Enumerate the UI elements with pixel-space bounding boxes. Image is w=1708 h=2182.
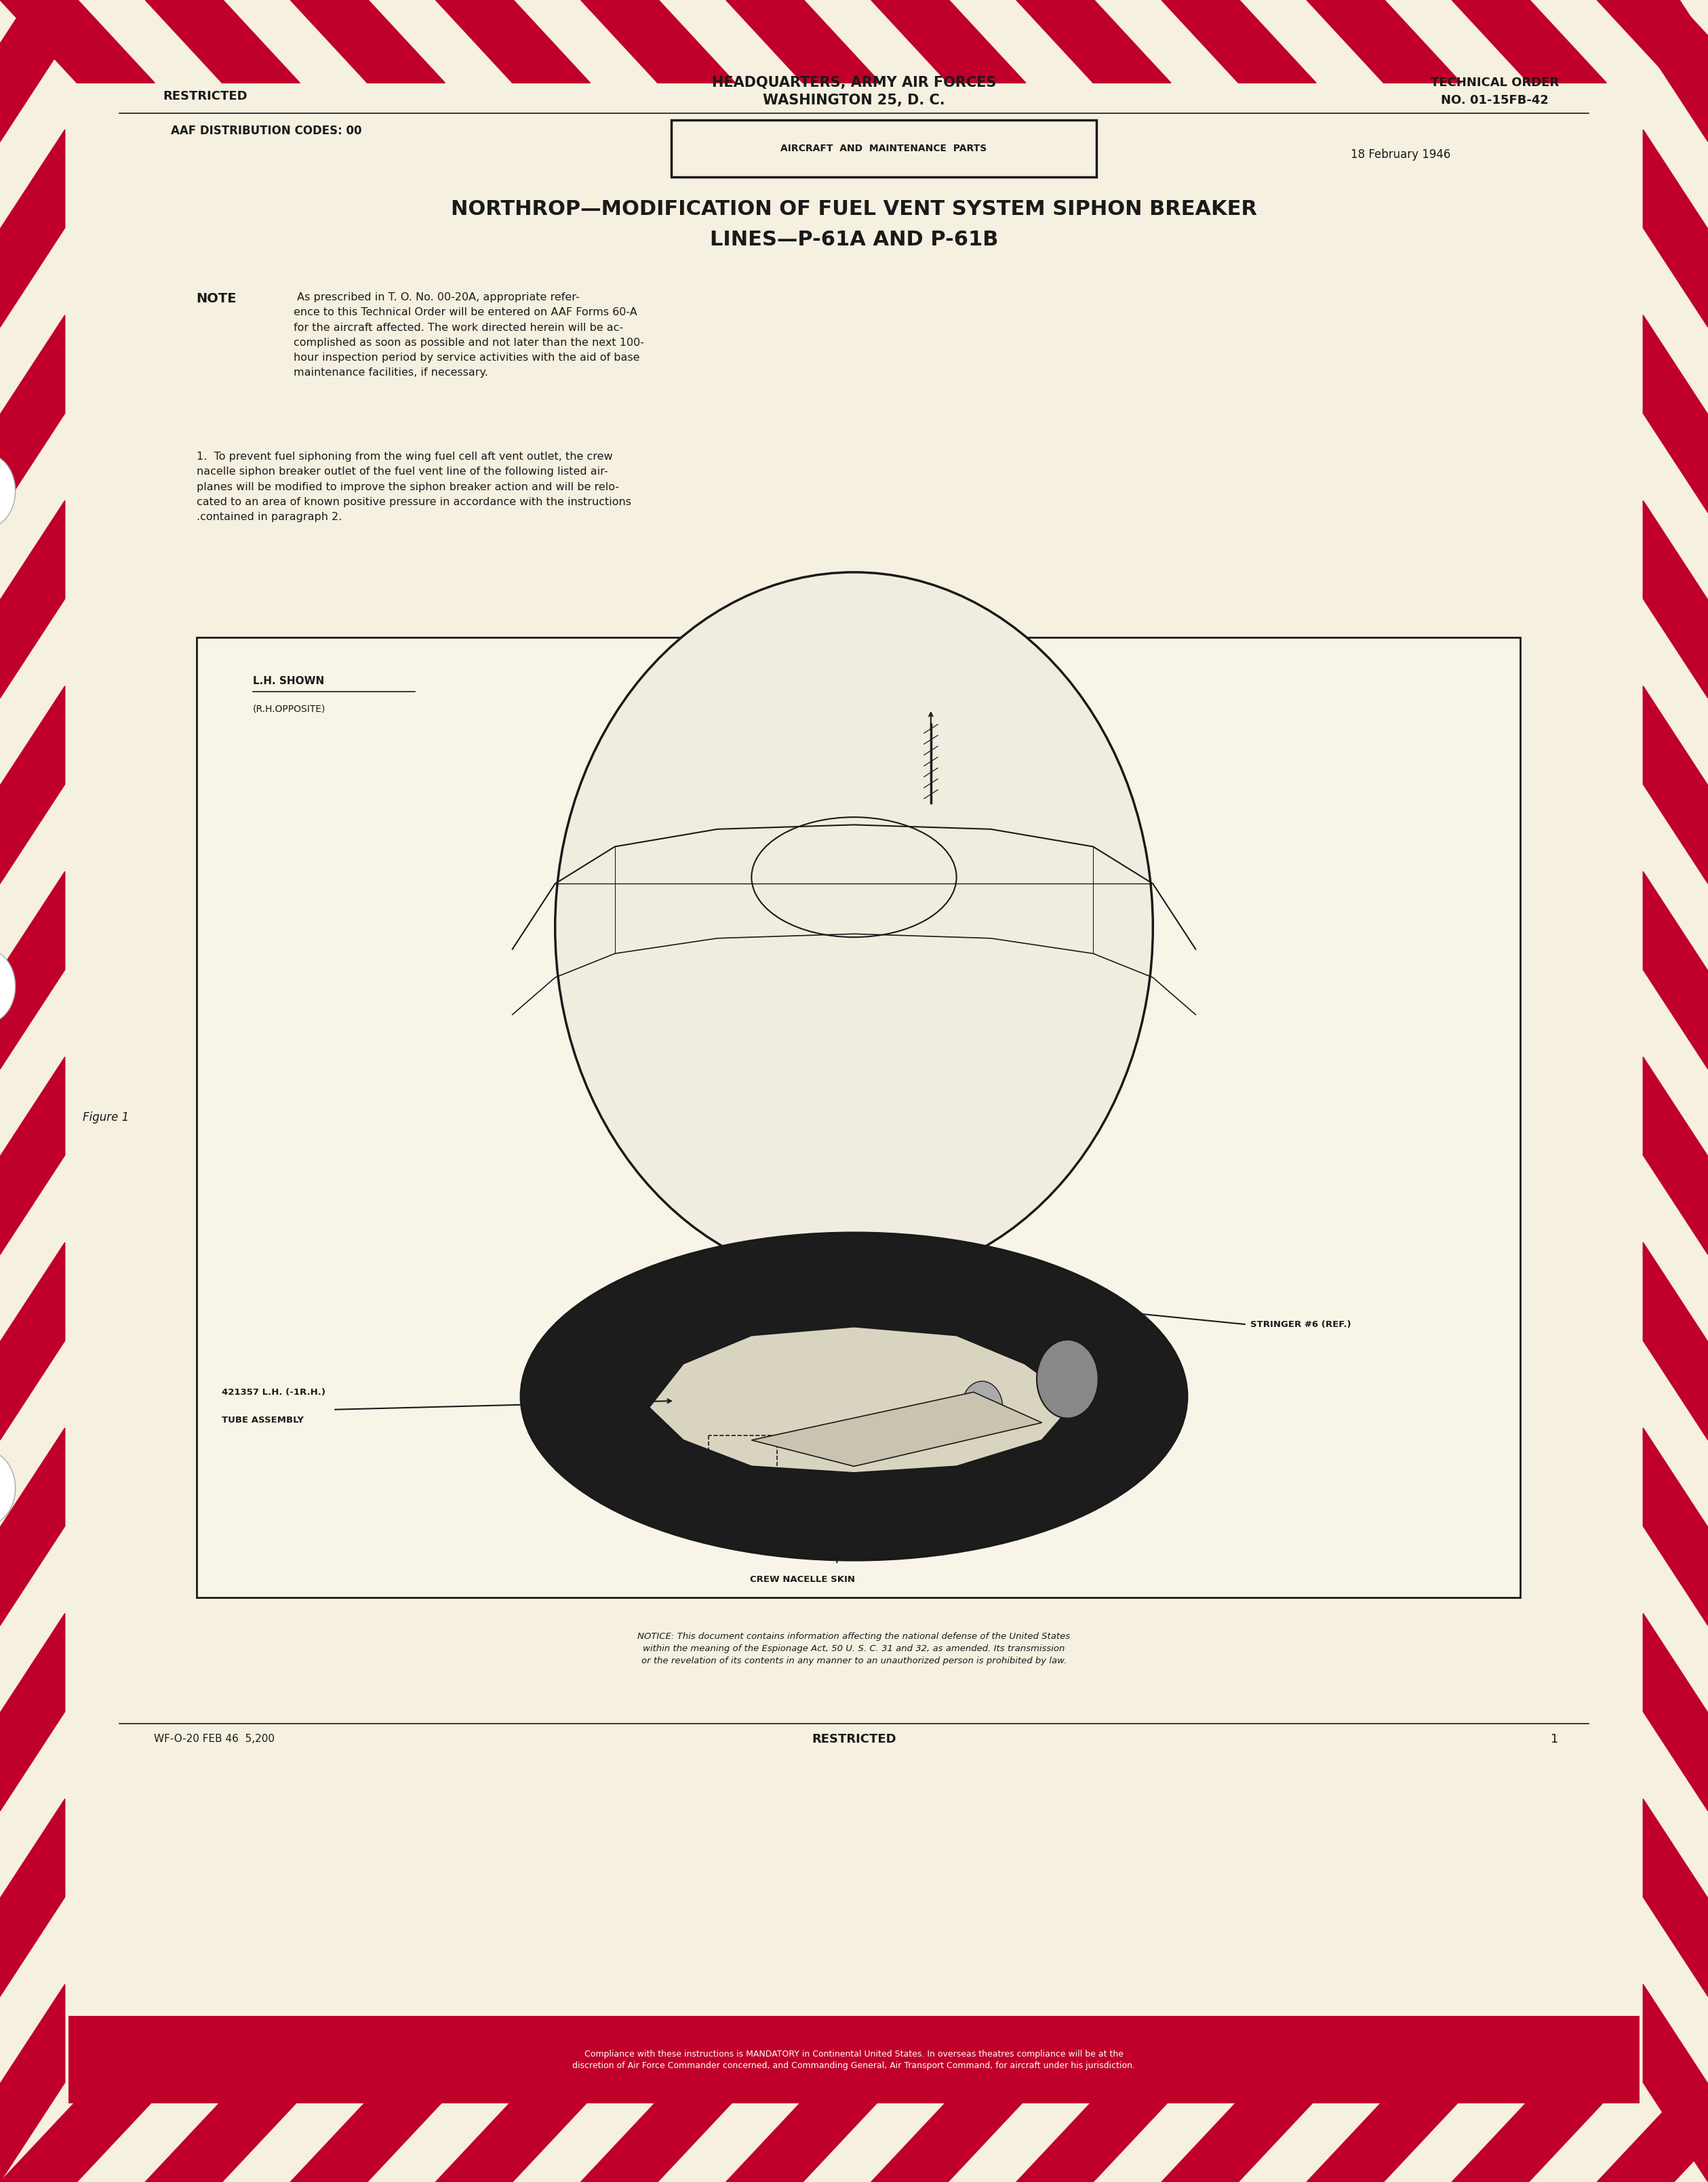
Polygon shape: [1643, 685, 1708, 884]
Text: As prescribed in T. O. No. 00-20A, appropriate refer-
ence to this Technical Ord: As prescribed in T. O. No. 00-20A, appro…: [294, 292, 644, 377]
Polygon shape: [1016, 2099, 1172, 2182]
Polygon shape: [0, 1242, 65, 1440]
Text: RESTRICTED: RESTRICTED: [162, 89, 248, 103]
Polygon shape: [1643, 1427, 1708, 1626]
Polygon shape: [0, 2099, 10, 2182]
Circle shape: [0, 454, 15, 528]
Polygon shape: [1643, 1242, 1708, 1440]
Polygon shape: [0, 500, 65, 698]
Polygon shape: [436, 0, 591, 83]
Circle shape: [1037, 1340, 1098, 1418]
Polygon shape: [145, 2099, 301, 2182]
FancyBboxPatch shape: [671, 120, 1097, 177]
Polygon shape: [1643, 871, 1708, 1069]
Polygon shape: [0, 0, 10, 83]
Polygon shape: [581, 2099, 736, 2182]
Polygon shape: [0, 1056, 65, 1255]
Text: 421357 L.H. (-1R.H.): 421357 L.H. (-1R.H.): [222, 1388, 326, 1396]
Polygon shape: [290, 0, 446, 83]
Text: HEADQUARTERS, ARMY AIR FORCES: HEADQUARTERS, ARMY AIR FORCES: [712, 76, 996, 89]
Polygon shape: [1643, 314, 1708, 513]
Polygon shape: [1597, 2099, 1708, 2182]
Polygon shape: [1643, 0, 1708, 142]
Polygon shape: [726, 0, 881, 83]
Text: 1: 1: [1551, 1733, 1558, 1746]
Polygon shape: [0, 129, 65, 327]
Text: RESTRICTED: RESTRICTED: [811, 1733, 897, 1746]
Polygon shape: [1643, 129, 1708, 327]
Polygon shape: [752, 1392, 1042, 1466]
Text: 1.  To prevent fuel siphoning from the wing fuel cell aft vent outlet, the crew
: 1. To prevent fuel siphoning from the wi…: [196, 452, 630, 521]
Polygon shape: [1161, 2099, 1317, 2182]
Polygon shape: [649, 1327, 1076, 1473]
Text: (R.H.OPPOSITE): (R.H.OPPOSITE): [253, 705, 326, 714]
Text: AIRCRAFT  AND  MAINTENANCE  PARTS: AIRCRAFT AND MAINTENANCE PARTS: [781, 144, 987, 153]
Polygon shape: [581, 0, 736, 83]
FancyBboxPatch shape: [68, 2016, 1640, 2103]
Circle shape: [0, 949, 15, 1023]
Polygon shape: [1161, 0, 1317, 83]
Ellipse shape: [555, 572, 1153, 1283]
Polygon shape: [1643, 1056, 1708, 1255]
Polygon shape: [290, 2099, 446, 2182]
Polygon shape: [0, 2169, 65, 2182]
Polygon shape: [0, 871, 65, 1069]
Text: LINES—P-61A AND P-61B: LINES—P-61A AND P-61B: [711, 229, 997, 251]
Polygon shape: [1597, 0, 1708, 83]
Text: WF-O-20 FEB 46  5,200: WF-O-20 FEB 46 5,200: [154, 1735, 275, 1743]
Polygon shape: [1452, 0, 1607, 83]
Polygon shape: [0, 0, 155, 83]
Text: NOTE: NOTE: [196, 292, 237, 305]
Polygon shape: [871, 2099, 1027, 2182]
Text: CREW NACELLE SKIN: CREW NACELLE SKIN: [750, 1575, 856, 1584]
Polygon shape: [726, 2099, 881, 2182]
Polygon shape: [1643, 2169, 1708, 2182]
Polygon shape: [0, 685, 65, 884]
Text: Figure 1: Figure 1: [82, 1111, 130, 1124]
Polygon shape: [1643, 500, 1708, 698]
Text: NORTHROP—MODIFICATION OF FUEL VENT SYSTEM SIPHON BREAKER: NORTHROP—MODIFICATION OF FUEL VENT SYSTE…: [451, 199, 1257, 220]
Polygon shape: [1307, 2099, 1462, 2182]
Polygon shape: [1016, 0, 1172, 83]
Polygon shape: [0, 1983, 65, 2182]
Polygon shape: [871, 0, 1027, 83]
Polygon shape: [0, 1612, 65, 1811]
Polygon shape: [0, 314, 65, 513]
Polygon shape: [0, 1798, 65, 1997]
FancyBboxPatch shape: [196, 637, 1520, 1597]
Polygon shape: [1643, 1983, 1708, 2182]
Polygon shape: [436, 2099, 591, 2182]
Text: TUBE ASSEMBLY: TUBE ASSEMBLY: [222, 1416, 304, 1425]
Polygon shape: [0, 0, 65, 142]
Polygon shape: [145, 0, 301, 83]
Text: NO. 01-15FB-42: NO. 01-15FB-42: [1440, 94, 1549, 107]
Ellipse shape: [521, 1233, 1187, 1560]
Text: NOTICE: This document contains information affecting the national defense of the: NOTICE: This document contains informati…: [637, 1632, 1071, 1665]
Text: TECHNICAL ORDER: TECHNICAL ORDER: [1430, 76, 1559, 89]
Text: WASHINGTON 25, D. C.: WASHINGTON 25, D. C.: [763, 94, 945, 107]
Polygon shape: [1643, 1798, 1708, 1997]
Text: STRINGER #6 (REF.): STRINGER #6 (REF.): [1250, 1320, 1351, 1329]
Text: Compliance with these instructions is MANDATORY in Continental United States. In: Compliance with these instructions is MA…: [572, 2049, 1136, 2071]
Text: 18 February 1946: 18 February 1946: [1351, 148, 1450, 161]
Polygon shape: [1307, 0, 1462, 83]
Polygon shape: [0, 1427, 65, 1626]
Text: AAF DISTRIBUTION CODES: 00: AAF DISTRIBUTION CODES: 00: [171, 124, 362, 137]
Circle shape: [962, 1381, 1003, 1434]
Circle shape: [0, 1451, 15, 1525]
Polygon shape: [1452, 2099, 1607, 2182]
Text: L.H. SHOWN: L.H. SHOWN: [253, 676, 325, 685]
Polygon shape: [1643, 1612, 1708, 1811]
Polygon shape: [0, 2099, 155, 2182]
